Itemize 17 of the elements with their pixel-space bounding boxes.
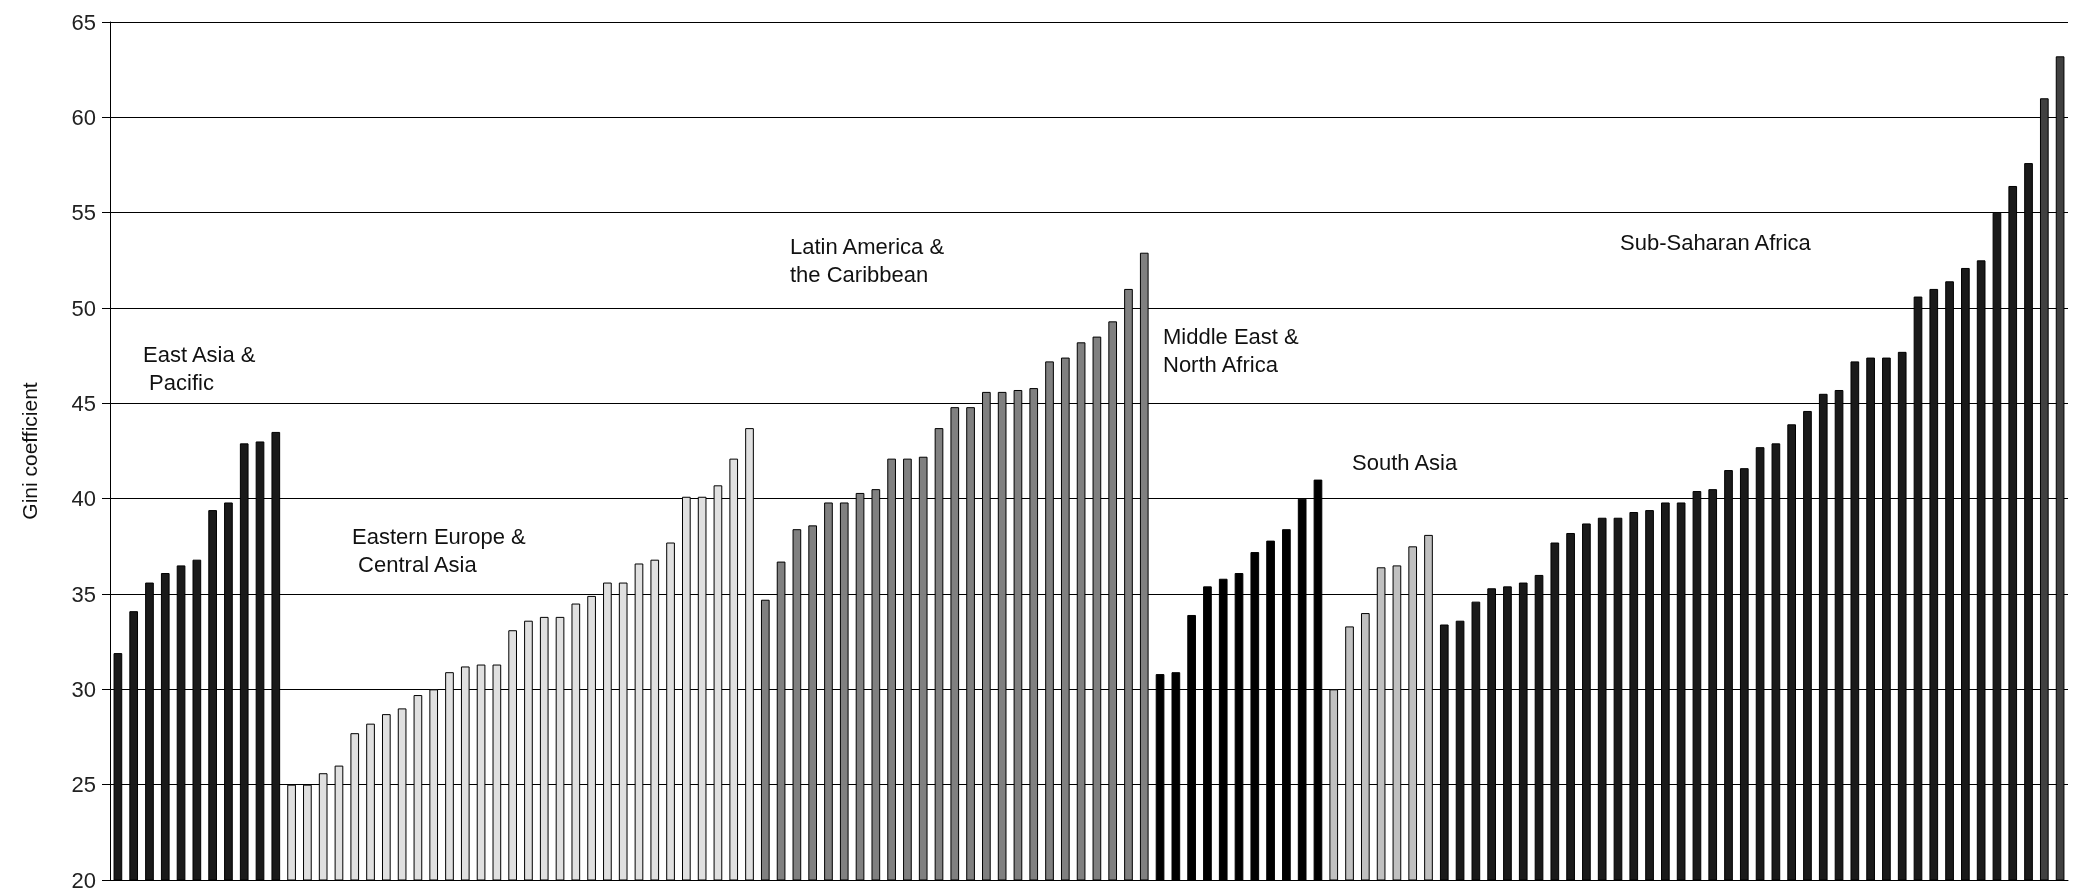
y-tick-label: 20 (71, 867, 96, 893)
y-axis-title: Gini coefficient (18, 382, 41, 520)
y-tick-label: 55 (71, 200, 96, 226)
y-tick-label: 35 (71, 581, 96, 607)
y-tick-label: 65 (71, 9, 96, 35)
y-tick-label: 25 (71, 772, 96, 798)
y-tick-label: 45 (71, 390, 96, 416)
annotation: South Asia (1352, 449, 1458, 475)
annotation: Eastern Europe & Central Asia (352, 523, 526, 577)
annotation: Latin America & the Caribbean (790, 233, 945, 287)
y-tick-label: 30 (71, 676, 96, 702)
y-tick-label: 40 (71, 486, 96, 512)
annotation: Middle East & North Africa (1163, 323, 1300, 377)
annotation: East Asia & Pacific (143, 341, 256, 395)
y-tick-label: 50 (71, 295, 96, 321)
annotation: Sub-Saharan Africa (1620, 229, 1812, 255)
y-tick-label: 60 (71, 104, 96, 130)
